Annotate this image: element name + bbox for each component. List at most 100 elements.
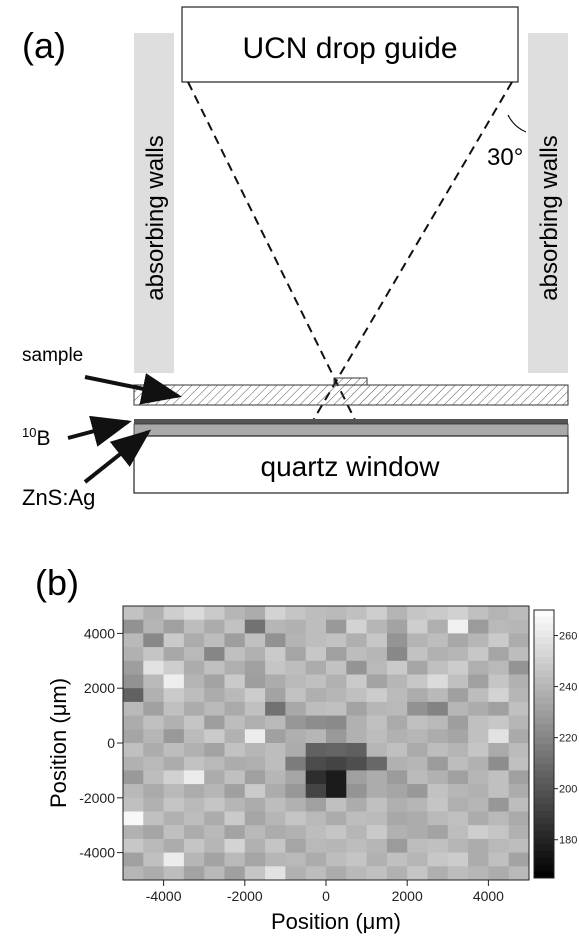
heatmap-cell — [143, 770, 164, 785]
heatmap-cell — [224, 770, 246, 785]
heatmap-cell — [244, 838, 266, 853]
heatmap-cell — [305, 701, 327, 716]
heatmap-cell — [447, 674, 469, 689]
heatmap-cell — [346, 838, 367, 853]
heatmap-cell — [305, 770, 327, 785]
heatmap-cell — [163, 784, 185, 799]
heatmap-cell — [224, 674, 246, 689]
heatmap-cell — [204, 633, 225, 648]
heatmap-cell — [508, 606, 530, 621]
colorbar-segment — [534, 703, 554, 711]
heatmap-cell — [346, 811, 367, 826]
heatmap-cell — [427, 674, 449, 689]
heatmap-cell — [285, 838, 307, 853]
heatmap-cell — [346, 852, 367, 867]
heatmap-cell — [163, 770, 185, 785]
heatmap-cell — [508, 811, 530, 826]
heatmap — [123, 606, 530, 881]
heatmap-cell — [224, 647, 246, 662]
heatmap-cell — [285, 756, 307, 771]
heatmap-cell — [326, 756, 347, 771]
heatmap-cell — [326, 852, 347, 867]
heatmap-cell — [183, 743, 205, 758]
colorbar-segment — [534, 797, 554, 805]
heatmap-cell — [285, 825, 307, 840]
heatmap-cell — [407, 715, 428, 730]
heatmap-cell — [163, 852, 185, 867]
y-tick-label: -4000 — [79, 845, 115, 861]
heatmap-cell — [366, 701, 388, 716]
heatmap-cell — [244, 784, 266, 799]
y-axis-title: Position (μm) — [46, 678, 71, 808]
x-tick-label: 2000 — [392, 888, 423, 904]
heatmap-cell — [468, 606, 489, 621]
colorbar-segment — [534, 717, 554, 725]
heatmap-cell — [183, 784, 205, 799]
heatmap-cell — [183, 715, 205, 730]
heatmap-cell — [204, 743, 225, 758]
heatmap-cell — [468, 797, 489, 812]
heatmap-cell — [508, 838, 530, 853]
heatmap-cell — [346, 688, 367, 703]
boron-layer — [134, 419, 568, 424]
colorbar-segment — [534, 656, 554, 664]
heatmap-cell — [366, 674, 388, 689]
colorbar-segment — [534, 690, 554, 698]
heatmap-cell — [447, 701, 469, 716]
zns-layer — [133, 423, 569, 437]
heatmap-cell — [224, 619, 246, 634]
heatmap-cell — [285, 852, 307, 867]
heatmap-cell — [224, 633, 246, 648]
colorbar-segment — [534, 871, 554, 879]
heatmap-cell — [143, 852, 164, 867]
heatmap-cell — [326, 743, 347, 758]
heatmap-cell — [366, 729, 388, 744]
heatmap-cell — [447, 811, 469, 826]
heatmap-cell — [244, 770, 266, 785]
heatmap-cell — [427, 715, 449, 730]
heatmap-cell — [427, 838, 449, 853]
heatmap-cell — [326, 674, 347, 689]
heatmap-cell — [123, 674, 144, 689]
heatmap-cell — [163, 797, 185, 812]
heatmap-cell — [123, 606, 144, 621]
heatmap-cell — [143, 715, 164, 730]
colorbar-segment — [534, 616, 554, 624]
colorbar-segment — [534, 643, 554, 651]
heatmap-cell — [427, 866, 449, 881]
heatmap-cell — [204, 825, 225, 840]
heatmap-cell — [508, 743, 530, 758]
heatmap-cell — [244, 811, 266, 826]
heatmap-cell — [224, 866, 246, 881]
heatmap-cell — [265, 866, 286, 881]
heatmap-cell — [427, 701, 449, 716]
heatmap-cell — [204, 715, 225, 730]
heatmap-cell — [488, 797, 510, 812]
heatmap-cell — [508, 770, 530, 785]
heatmap-cell — [488, 688, 510, 703]
heatmap-cell — [488, 619, 510, 634]
colorbar-segment — [534, 636, 554, 644]
heatmap-cell — [204, 756, 225, 771]
heatmap-cell — [224, 701, 246, 716]
heatmap-cell — [204, 619, 225, 634]
heatmap-cell — [447, 784, 469, 799]
heatmap-cell — [244, 866, 266, 881]
heatmap-cell — [265, 825, 286, 840]
heatmap-cell — [468, 701, 489, 716]
heatmap-cell — [508, 660, 530, 675]
heatmap-cell — [265, 688, 286, 703]
heatmap-cell — [143, 866, 164, 881]
heatmap-cell — [508, 715, 530, 730]
x-axis-title: Position (μm) — [271, 909, 401, 934]
heatmap-cell — [143, 688, 164, 703]
heatmap-cell — [305, 866, 327, 881]
heatmap-cell — [488, 701, 510, 716]
heatmap-cell — [204, 688, 225, 703]
heatmap-cell — [346, 729, 367, 744]
colorbar-segment — [534, 837, 554, 845]
heatmap-cell — [163, 633, 185, 648]
heatmap-cell — [386, 701, 408, 716]
heatmap-cell — [407, 852, 428, 867]
